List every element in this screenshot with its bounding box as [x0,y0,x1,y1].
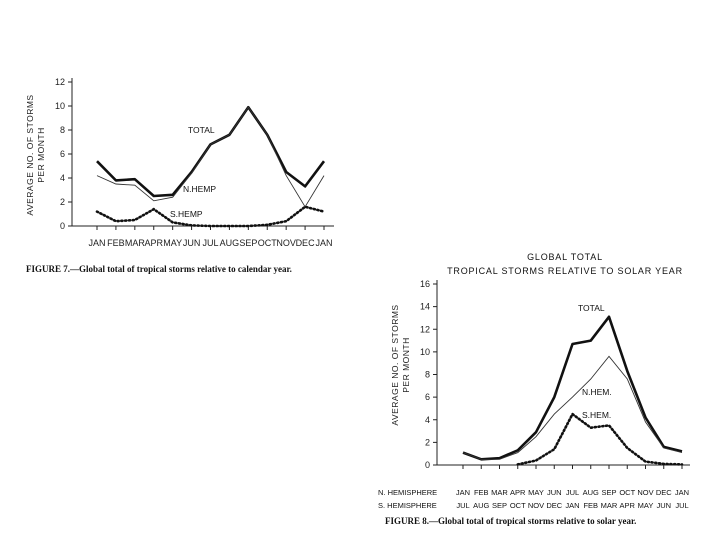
c1-xtick-label: OCT [258,238,278,248]
c2-xtick-label: JUL [566,488,579,497]
c1-ytick-label: 6 [60,149,65,159]
c2-xtick-label: OCT [619,488,635,497]
c1-ytick-label: 8 [60,125,65,135]
c1-xtick-label: JAN [88,238,105,248]
c2-label-nhem: N.HEM. [582,387,612,397]
c2-xtick-label: SEP [601,488,616,497]
c1-xtick-label: SEP [239,238,257,248]
c2-xtick-label: APR [510,488,526,497]
c2-xtick-label-sh: JUL [675,501,688,510]
c2-xtick-label-sh: SEP [492,501,507,510]
c1-xtick-label: JAN [315,238,332,248]
c1-xtick-label: JUL [202,238,218,248]
c2-ytick-label: 12 [420,324,430,334]
c2-ylabel-line2: PER MONTH [401,337,411,393]
c2-xtick-label-sh: MAR [601,501,618,510]
c2-series-total [462,315,683,461]
c2-xtick-label: MAY [528,488,544,497]
c2-ytick-label: 6 [425,392,430,402]
c2-label-total: TOTAL [578,303,605,313]
c1-xtick-label: JUN [183,238,201,248]
c2-series-s-hem [516,412,684,466]
c2-xtick-label: AUG [583,488,599,497]
c2-ytick-label: 16 [420,279,430,289]
c1-series-n-hemp [96,106,325,208]
c2-nh-label: N. HEMISPHERE [378,488,437,497]
c2-xtick-label-sh: JAN [565,501,579,510]
c2-xtick-label-sh: DEC [546,501,562,510]
c1-series-s-hemp [95,205,326,228]
c1-ytick-label: 12 [55,77,65,87]
c1-xtick-label: MAY [163,238,182,248]
c2-xtick-label-sh: JUL [456,501,469,510]
c2-xtick-label-sh: FEB [583,501,598,510]
c2-subtitle: TROPICAL STORMS RELATIVE TO SOLAR YEAR [447,266,683,276]
c1-xtick-label: DEC [296,238,316,248]
c2-xtick-label-sh: AUG [473,501,489,510]
c2-label-shem: S.HEM. [582,410,611,420]
c2-xtick-label-sh: JUN [656,501,671,510]
c1-ytick-label: 2 [60,197,65,207]
c2-xtick-label-sh: NOV [528,501,544,510]
c2-ytick-label: 10 [420,347,430,357]
c1-ylabel-line2: PER MONTH [36,127,46,183]
c2-ytick-label: 0 [425,460,430,470]
c2-series-n-hem [462,355,683,460]
c1-ytick-label: 10 [55,101,65,111]
c2-xtick-label-sh: OCT [510,501,526,510]
c1-series-total [96,105,326,198]
chart-calendar-year: AVERAGE NO. OF STORMS PER MONTH 0 2 4 6 8 10 1… [25,77,334,274]
c1-label-total: TOTAL [188,125,215,135]
c2-ytick-label: 8 [425,370,430,380]
c2-xtick-label: NOV [637,488,653,497]
chart-solar-year: GLOBAL TOTAL TROPICAL STORMS RELATIVE TO… [378,252,690,526]
c2-caption: FIGURE 8.—Global total of tropical storm… [385,516,636,526]
c2-ytick-label: 14 [420,302,430,312]
c2-sh-label: S. HEMISPHERE [378,501,437,510]
c2-xtick-label: MAR [491,488,508,497]
c2-title: GLOBAL TOTAL [527,252,603,262]
c1-ytick-label: 4 [60,173,65,183]
c2-ytick-label: 2 [425,437,430,447]
c2-xtick-label: JAN [456,488,470,497]
c1-label-shem: S.HEMP [170,209,203,219]
c1-label-nhem: N.HEMP [183,184,216,194]
c2-ylabel-line1: AVERAGE NO. OF STORMS [390,304,400,425]
c1-xtick-label: AUG [220,238,240,248]
c2-xtick-label: JUN [547,488,562,497]
c2-xtick-label: FEB [474,488,489,497]
c2-xtick-label-sh: APR [620,501,636,510]
c1-xtick-label: FEB [107,238,125,248]
c1-xtick-label: APR [144,238,163,248]
c1-xtick-label: NOV [276,238,296,248]
c2-xtick-label: JAN [675,488,689,497]
c1-ylabel-line1: AVERAGE NO. OF STORMS [25,94,35,215]
c2-xtick-label-sh: MAY [638,501,654,510]
c1-xtick-label: MAR [125,238,146,248]
c1-ytick-label: 0 [60,221,65,231]
c1-caption: FIGURE 7.—Global total of tropical storm… [26,264,292,274]
c2-ytick-label: 4 [425,415,430,425]
c2-xtick-label: DEC [656,488,672,497]
